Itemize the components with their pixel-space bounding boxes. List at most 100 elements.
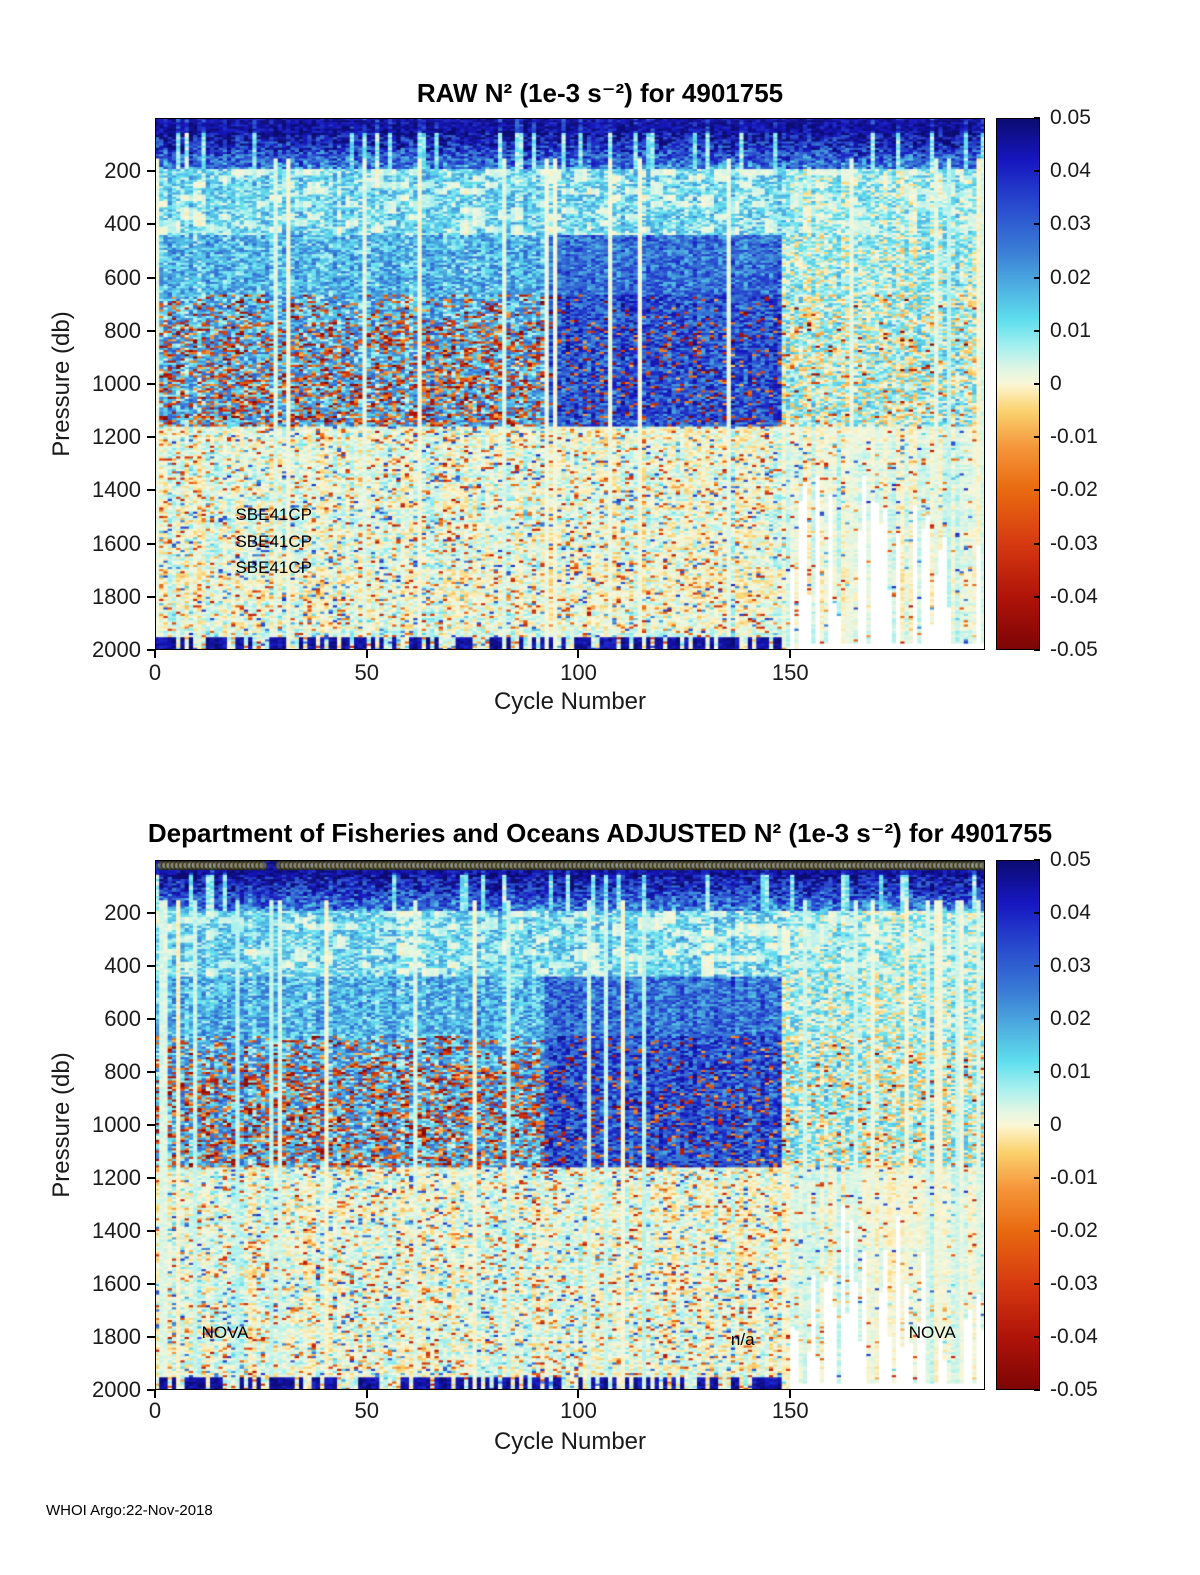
y-tick-mark [147, 1230, 155, 1232]
y-tick-mark [147, 965, 155, 967]
x-tick-mark [789, 1390, 792, 1398]
colorbar-tick-mark [1034, 595, 1040, 598]
raw-plot-frame [155, 118, 985, 650]
y-tick-mark [147, 912, 155, 914]
colorbar-tick-label: 0.05 [1050, 848, 1091, 871]
colorbar-tick-mark [1034, 965, 1040, 967]
colorbar-tick-mark [1034, 276, 1040, 279]
adjusted-plot-title: Department of Fisheries and Oceans ADJUS… [147, 818, 1053, 848]
colorbar-tick-label: -0.05 [1050, 1378, 1098, 1401]
y-tick-mark [147, 170, 155, 173]
colorbar-tick-label: -0.05 [1050, 638, 1098, 661]
y-tick-label: 2000 [92, 1377, 141, 1402]
y-tick-mark [147, 1177, 155, 1179]
colorbar-tick-label: -0.03 [1050, 531, 1098, 555]
y-tick-mark [147, 1283, 155, 1285]
y-tick-label: 1600 [92, 1271, 141, 1296]
y-tick-label: 1200 [92, 424, 141, 450]
y-tick-label: 800 [104, 317, 141, 343]
adjusted-colorbar-canvas [996, 860, 1040, 1390]
y-tick-label: 1800 [92, 583, 141, 609]
colorbar-tick-label: -0.01 [1050, 1166, 1098, 1189]
y-tick-mark [147, 276, 155, 279]
colorbar-tick-mark [1034, 1389, 1040, 1391]
y-tick-label: 600 [104, 1006, 141, 1031]
raw-heatmap-canvas [155, 118, 985, 650]
colorbar-tick-mark [1034, 1230, 1040, 1232]
colorbar-tick-label: 0 [1050, 1113, 1062, 1136]
raw-colorbar-frame [996, 118, 1040, 650]
adjusted-plot-frame [155, 860, 985, 1390]
y-tick-mark [147, 1071, 155, 1073]
y-tick-mark [147, 649, 155, 651]
x-tick-label: 100 [560, 660, 597, 685]
colorbar-tick-mark [1034, 1071, 1040, 1073]
y-tick-label: 1000 [92, 1112, 141, 1137]
x-tick-mark [577, 1390, 580, 1398]
y-tick-label: 1400 [92, 1218, 141, 1243]
raw-y-axis-label: Pressure (db) [48, 311, 75, 457]
colorbar-tick-label: -0.04 [1050, 584, 1098, 608]
colorbar-tick-mark [1034, 912, 1040, 914]
plot-annotation: NOVA [908, 1323, 956, 1343]
colorbar-tick-label: -0.01 [1050, 425, 1098, 449]
colorbar-tick-mark [1034, 859, 1040, 861]
x-tick-mark [154, 1390, 156, 1398]
y-tick-mark [147, 436, 155, 439]
y-tick-mark [147, 383, 155, 385]
y-tick-label: 600 [104, 264, 141, 290]
x-tick-label: 0 [148, 660, 162, 685]
colorbar-tick-label: 0.04 [1050, 901, 1091, 924]
y-tick-label: 200 [104, 158, 141, 184]
colorbar-tick-mark [1034, 1124, 1040, 1126]
colorbar-tick-label: -0.04 [1050, 1325, 1098, 1348]
colorbar-tick-label: 0.01 [1050, 1060, 1091, 1083]
colorbar-tick-mark [1034, 117, 1040, 119]
raw-colorbar-canvas [996, 118, 1040, 650]
adjusted-heatmap-canvas [155, 860, 985, 1390]
y-tick-mark [147, 489, 155, 492]
colorbar-tick-label: 0.02 [1050, 265, 1091, 289]
x-tick-mark [365, 1390, 368, 1398]
raw-x-axis-label: Cycle Number [493, 688, 647, 715]
y-tick-mark [147, 1336, 155, 1338]
plot-annotation: SBE41CP [235, 531, 312, 551]
y-tick-mark [147, 1389, 155, 1391]
colorbar-tick-mark [1034, 1283, 1040, 1285]
colorbar-tick-label: 0.04 [1050, 159, 1091, 183]
y-tick-label: 1000 [92, 371, 141, 396]
x-tick-label: 150 [771, 1398, 809, 1423]
y-tick-mark [147, 329, 155, 332]
adjusted-x-axis-label: Cycle Number [493, 1428, 647, 1455]
colorbar-tick-mark [1034, 649, 1040, 651]
y-tick-mark [147, 542, 155, 545]
colorbar-tick-mark [1034, 329, 1040, 332]
colorbar-tick-mark [1034, 1018, 1040, 1020]
y-tick-mark [147, 1018, 155, 1020]
adjusted-colorbar-frame [996, 860, 1040, 1390]
x-tick-label: 150 [771, 660, 809, 685]
colorbar-tick-mark [1034, 383, 1040, 385]
colorbar-tick-mark [1034, 489, 1040, 492]
y-tick-label: 800 [104, 1059, 141, 1084]
colorbar-tick-mark [1034, 1336, 1040, 1338]
x-tick-mark [365, 650, 368, 658]
y-tick-label: 1800 [92, 1324, 141, 1349]
y-tick-label: 1200 [92, 1165, 141, 1190]
colorbar-tick-label: 0.03 [1050, 954, 1091, 977]
x-tick-label: 50 [354, 1398, 379, 1423]
y-tick-mark [147, 223, 155, 226]
x-tick-mark [577, 650, 580, 658]
colorbar-tick-label: 0.02 [1050, 1007, 1091, 1030]
y-tick-label: 1600 [92, 530, 141, 556]
x-tick-mark [789, 650, 792, 658]
adjusted-y-axis-label: Pressure (db) [48, 1052, 75, 1198]
plot-annotation: SBE41CP [235, 558, 312, 578]
colorbar-tick-mark [1034, 170, 1040, 173]
x-tick-mark [154, 650, 156, 658]
plot-annotation: NOVA [201, 1323, 249, 1343]
colorbar-tick-mark [1034, 436, 1040, 439]
